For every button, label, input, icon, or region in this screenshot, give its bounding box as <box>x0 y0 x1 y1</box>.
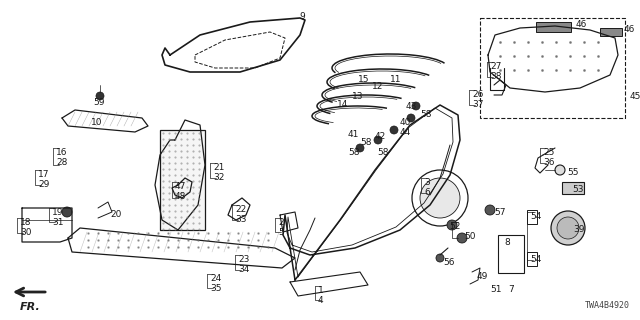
Text: 11: 11 <box>390 75 401 84</box>
Text: 26: 26 <box>472 90 483 99</box>
Bar <box>527 210 537 224</box>
Text: 32: 32 <box>213 173 225 182</box>
Text: 12: 12 <box>372 82 383 91</box>
Bar <box>498 235 524 273</box>
Text: FR.: FR. <box>20 302 40 312</box>
Circle shape <box>447 220 457 230</box>
Text: 7: 7 <box>508 285 514 294</box>
Text: 59: 59 <box>93 98 104 107</box>
Circle shape <box>356 144 364 152</box>
Text: 16: 16 <box>56 148 67 157</box>
Circle shape <box>96 92 104 100</box>
Bar <box>527 252 537 266</box>
Circle shape <box>551 211 585 245</box>
Text: 48: 48 <box>175 192 186 201</box>
Text: 20: 20 <box>110 210 122 219</box>
Text: 1: 1 <box>318 286 324 295</box>
Bar <box>536 22 571 32</box>
Text: 8: 8 <box>504 238 509 247</box>
Text: 30: 30 <box>20 228 31 237</box>
Text: TWA4B4920: TWA4B4920 <box>585 301 630 310</box>
Text: 54: 54 <box>530 212 541 221</box>
Circle shape <box>457 233 467 243</box>
Text: 19: 19 <box>52 208 63 217</box>
Text: 18: 18 <box>20 218 31 227</box>
Text: 5: 5 <box>278 228 284 237</box>
Text: 44: 44 <box>400 128 412 137</box>
Text: 46: 46 <box>624 25 636 34</box>
Text: 42: 42 <box>375 132 387 141</box>
Text: 58: 58 <box>377 148 388 157</box>
Text: 57: 57 <box>494 208 506 217</box>
Bar <box>480 18 625 118</box>
Text: 51: 51 <box>490 285 502 294</box>
Circle shape <box>62 207 72 217</box>
Text: 14: 14 <box>337 100 348 109</box>
Circle shape <box>555 165 565 175</box>
Circle shape <box>407 114 415 122</box>
Circle shape <box>557 217 579 239</box>
Text: 10: 10 <box>92 118 103 127</box>
Text: 36: 36 <box>543 158 554 167</box>
Bar <box>160 130 205 230</box>
Text: 17: 17 <box>38 170 49 179</box>
Text: 58: 58 <box>420 110 431 119</box>
Text: 45: 45 <box>630 92 640 101</box>
Text: 47: 47 <box>175 182 186 191</box>
Circle shape <box>412 170 468 226</box>
Text: 13: 13 <box>352 92 364 101</box>
Text: 39: 39 <box>573 225 584 234</box>
Circle shape <box>374 136 382 144</box>
Text: 31: 31 <box>52 218 63 227</box>
Circle shape <box>390 126 398 134</box>
Text: 21: 21 <box>213 163 225 172</box>
Text: 25: 25 <box>543 148 554 157</box>
Text: 28: 28 <box>56 158 67 167</box>
Text: 35: 35 <box>210 284 221 293</box>
Text: 15: 15 <box>358 75 369 84</box>
Text: 55: 55 <box>567 168 579 177</box>
Text: 49: 49 <box>477 272 488 281</box>
Text: 9: 9 <box>299 12 305 21</box>
Text: 54: 54 <box>530 255 541 264</box>
Text: 29: 29 <box>38 180 49 189</box>
Text: 4: 4 <box>318 296 324 305</box>
Text: 3: 3 <box>424 178 429 187</box>
Text: 43: 43 <box>406 102 417 111</box>
Text: 52: 52 <box>449 222 460 231</box>
Text: 24: 24 <box>210 274 221 283</box>
Text: 27: 27 <box>490 62 501 71</box>
Text: 56: 56 <box>443 258 454 267</box>
Text: 23: 23 <box>238 255 250 264</box>
Text: 58: 58 <box>348 148 360 157</box>
Text: 37: 37 <box>472 100 483 109</box>
Bar <box>562 182 584 194</box>
Circle shape <box>436 254 444 262</box>
Text: 41: 41 <box>348 130 360 139</box>
Text: 50: 50 <box>464 232 476 241</box>
Text: 38: 38 <box>490 72 502 81</box>
Text: 58: 58 <box>360 138 371 147</box>
Text: 2: 2 <box>278 218 284 227</box>
Text: 46: 46 <box>576 20 588 29</box>
Text: 22: 22 <box>235 205 246 214</box>
Text: 34: 34 <box>238 265 250 274</box>
Text: 53: 53 <box>572 185 584 194</box>
Bar <box>600 28 622 36</box>
Text: 6: 6 <box>424 188 429 197</box>
Text: 40: 40 <box>400 118 412 127</box>
Circle shape <box>485 205 495 215</box>
Text: 33: 33 <box>235 215 246 224</box>
Circle shape <box>412 102 420 110</box>
Circle shape <box>420 178 460 218</box>
